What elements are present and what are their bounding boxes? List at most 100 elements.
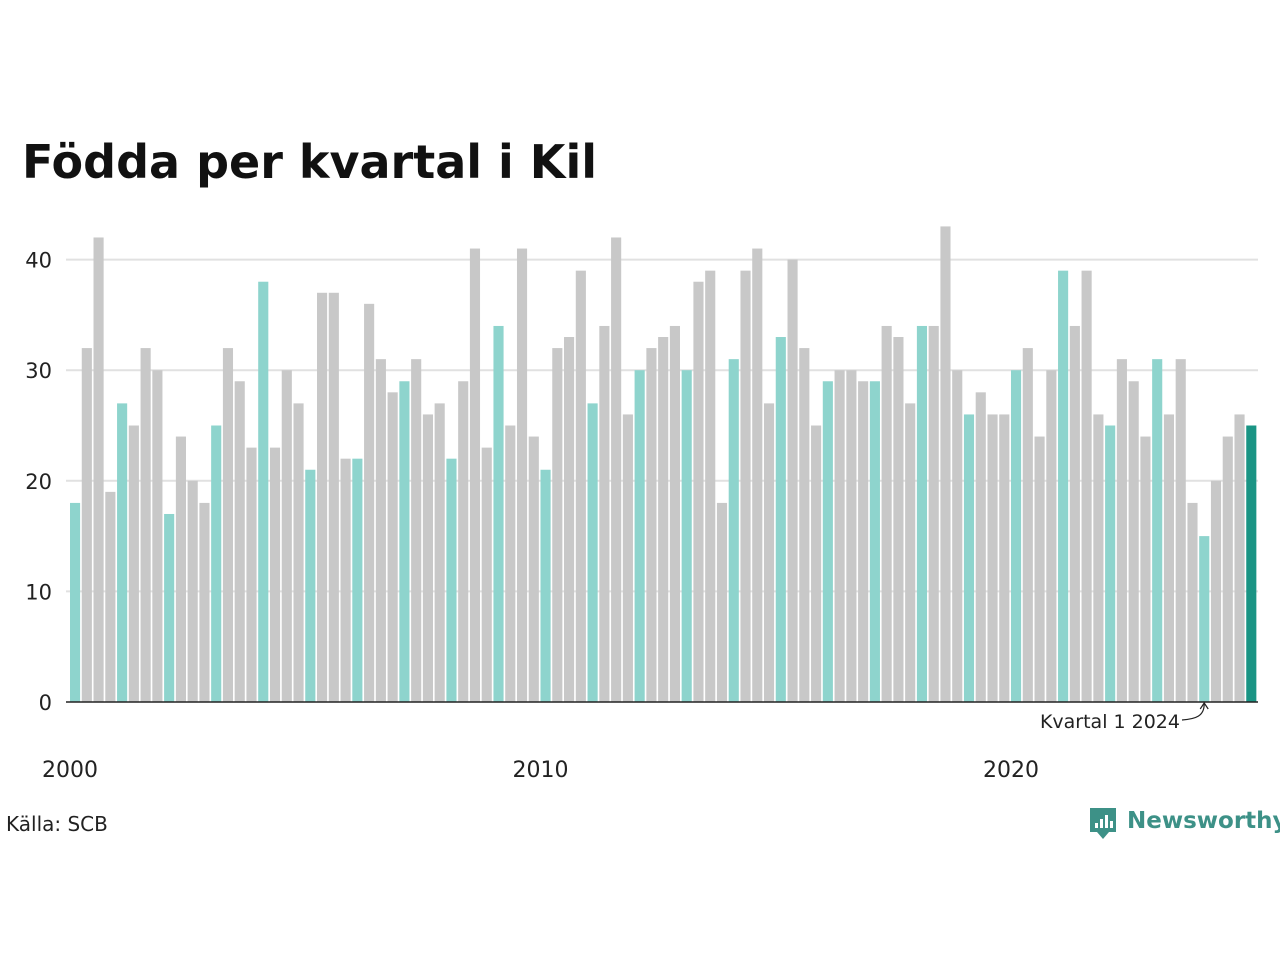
bar [787, 259, 798, 702]
bar [152, 370, 163, 702]
bar [246, 447, 257, 702]
bar [364, 303, 375, 702]
bar [1187, 502, 1198, 702]
bar [434, 403, 445, 702]
bar [952, 370, 963, 702]
bar [505, 425, 516, 702]
bar [716, 502, 728, 702]
bar [1046, 370, 1057, 702]
bar [658, 337, 669, 702]
bar [187, 480, 198, 702]
bar [775, 337, 786, 702]
bar [564, 337, 575, 702]
bar [1105, 425, 1116, 702]
bar [940, 226, 951, 703]
bar [646, 348, 657, 702]
axes: 0 10 20 30 40 2000 2010 2020 [25, 249, 1258, 783]
bar-latest [1246, 425, 1257, 702]
bar [1034, 436, 1045, 702]
x-tick-label: 2000 [42, 758, 98, 783]
source-label: Källa: SCB [6, 812, 108, 836]
bar [1116, 359, 1127, 702]
bar [963, 414, 975, 702]
bar [705, 270, 716, 702]
bar [763, 403, 775, 702]
bar [822, 381, 833, 702]
bar [128, 425, 139, 702]
bar [1210, 480, 1222, 702]
bar [740, 270, 751, 702]
bar [799, 348, 810, 702]
bar [399, 381, 410, 702]
bar [258, 281, 269, 702]
annotation-label: Kvartal 1 2024 [1040, 711, 1180, 733]
bar [928, 325, 939, 702]
bar [317, 292, 328, 702]
bar [575, 270, 586, 702]
bar [1010, 370, 1022, 702]
bar [728, 359, 739, 702]
bar [175, 436, 186, 702]
bar [611, 237, 622, 703]
y-tick-label: 30 [25, 359, 52, 383]
bar [328, 292, 339, 702]
bar [140, 348, 151, 702]
bar [493, 325, 504, 702]
bar [693, 281, 704, 702]
bar [481, 447, 492, 702]
annotation-arrow [1181, 703, 1205, 721]
bar [1022, 348, 1033, 702]
bar [117, 403, 128, 702]
newsworthy-logo: Newsworthy [1090, 808, 1280, 839]
bar [1234, 414, 1245, 702]
bar [164, 513, 175, 702]
bar [916, 325, 928, 702]
bar [858, 381, 869, 702]
bar [422, 414, 433, 702]
bar [599, 325, 610, 702]
bar [846, 370, 857, 702]
bar [905, 403, 916, 702]
bars [70, 226, 1257, 703]
bar [1093, 414, 1104, 702]
bar [999, 414, 1010, 702]
bar [752, 248, 763, 703]
y-tick-label: 40 [25, 249, 52, 273]
bar [893, 337, 904, 702]
bar [1152, 359, 1163, 702]
bar [1069, 325, 1080, 702]
bar [1081, 270, 1092, 702]
bar [293, 403, 304, 702]
bar [1199, 536, 1210, 702]
bar [387, 392, 398, 702]
bar [1175, 359, 1186, 702]
bar [222, 348, 234, 702]
brand-name: Newsworthy [1127, 808, 1280, 834]
x-tick-label: 2010 [513, 758, 569, 783]
bar [93, 237, 104, 703]
bar [234, 381, 245, 702]
bar [1058, 270, 1069, 702]
bar [1222, 436, 1233, 702]
bar [305, 469, 316, 702]
bar [528, 436, 539, 702]
bar [211, 425, 222, 702]
annotation: Kvartal 1 2024 [1040, 701, 1209, 733]
bar [411, 359, 422, 702]
chart-title: Födda per kvartal i Kil [22, 135, 597, 189]
bar [1163, 414, 1175, 702]
bar [681, 370, 692, 702]
bar [458, 381, 469, 702]
bar [881, 325, 892, 702]
bar [669, 325, 680, 702]
bar [587, 403, 598, 702]
bar [552, 348, 563, 702]
y-tick-label: 0 [39, 691, 52, 715]
x-tick-label: 2020 [983, 758, 1039, 783]
bar [269, 447, 281, 702]
bar [352, 458, 363, 702]
y-tick-label: 10 [25, 580, 52, 604]
bar [199, 502, 210, 702]
bar [987, 414, 998, 702]
